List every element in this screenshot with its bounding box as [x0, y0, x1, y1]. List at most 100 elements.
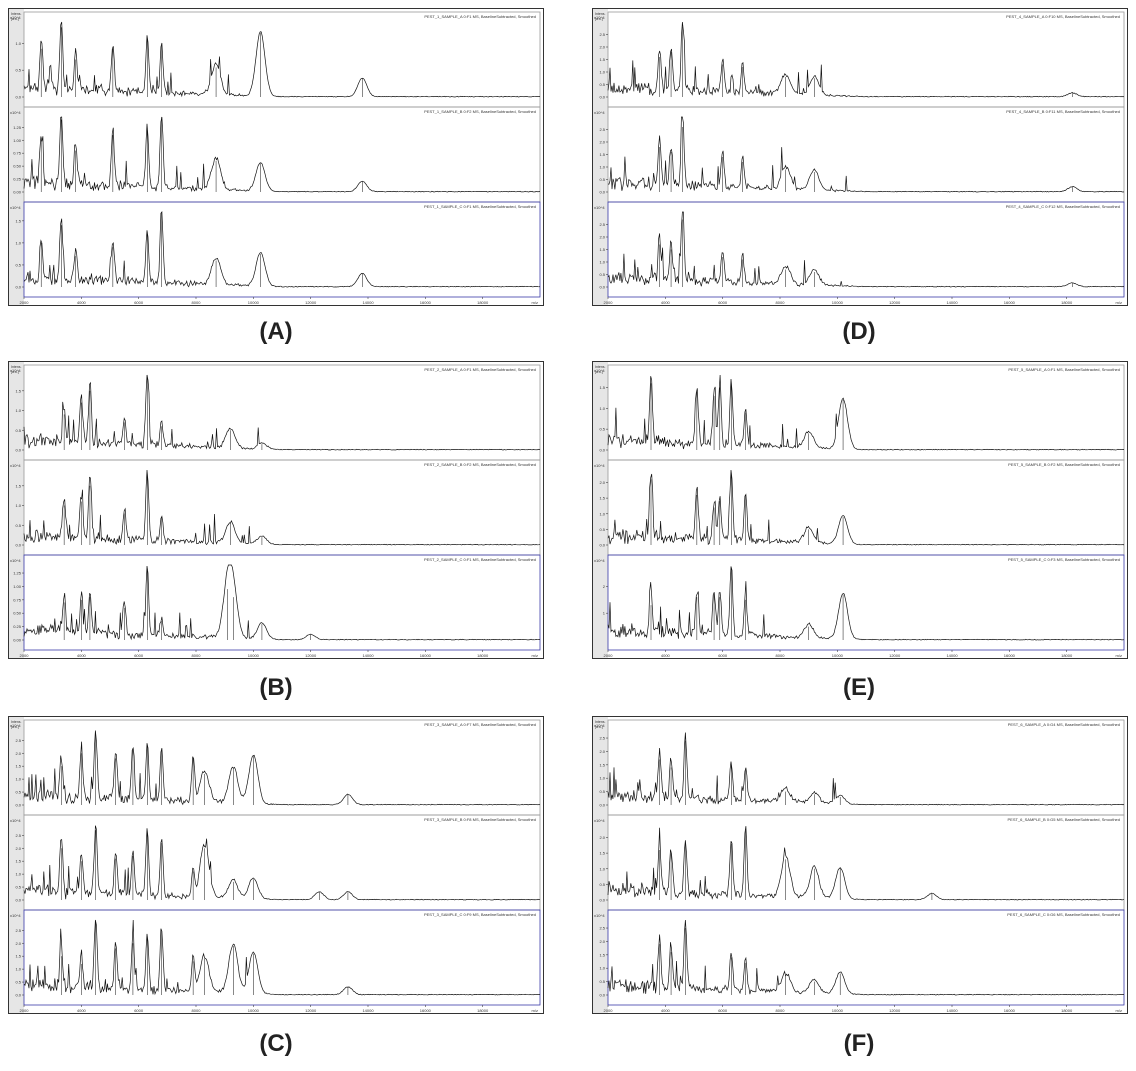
x-tick-label: 16000: [1004, 1008, 1016, 1013]
x-tick-label: 4000: [77, 653, 87, 658]
x-tick-label: 6000: [718, 653, 728, 658]
y-tick-label: 1.0: [599, 260, 605, 265]
y-tick-label: 0.5: [599, 272, 605, 277]
x-tick-label: 6000: [134, 1008, 144, 1013]
spectrum-svg: Intens.[a.u.] PEST_5_SAMPLE_A 0:F1 MS, Ba…: [592, 361, 1128, 659]
y-tick-label: 0.5: [599, 527, 605, 532]
track-title: PEST_2_SAMPLE_B 0:F2 MS, BaselineSubtrac…: [424, 462, 536, 467]
panel-caption-a: (A): [259, 318, 293, 345]
spectrum-line: [607, 826, 1125, 901]
y-tick-label: 0.25: [13, 177, 22, 182]
y-tick-label: 1.5: [599, 496, 605, 501]
y-tick-label: 2.5: [599, 926, 605, 931]
x-tick-label: 16000: [420, 300, 432, 305]
spectrum-svg: Intens.[a.u.] PEST_6_SAMPLE_A 0:G4 MS, Ba…: [592, 716, 1128, 1014]
y-tick-label: 2.5: [599, 32, 605, 37]
spectrum-line: [23, 730, 541, 806]
y-tick-label: 1.5: [599, 851, 605, 856]
x-tick-label: 14000: [362, 300, 374, 305]
x-tick-label: 8000: [776, 1008, 786, 1013]
y-tick-label: 2.0: [15, 846, 21, 851]
track-title: PEST_4_SAMPLE_B 0:F11 MS, BaselineSubtra…: [1006, 109, 1120, 114]
track-frame: [23, 909, 541, 1006]
y-tick-label: 2.5: [599, 222, 605, 227]
track-title: PEST_4_SAMPLE_C 0:F12 MS, BaselineSubtra…: [1006, 204, 1120, 209]
y-tick-label: 0.00: [13, 190, 22, 195]
x-axis-unit-label: m/z: [532, 300, 538, 305]
panel-frame: [8, 361, 544, 659]
track-title: PEST_4_SAMPLE_A 0:F10 MS, BaselineSubtra…: [1006, 14, 1120, 19]
track-scale-label: x10^4: [594, 818, 605, 823]
panel-frame: [8, 8, 544, 306]
y-tick-label: 0.5: [599, 177, 605, 182]
spectrum-line: [607, 469, 1125, 546]
y-tick-label: 1.0: [599, 165, 605, 170]
y-tick-label: 1.0: [599, 966, 605, 971]
y-tick-label: 0.5: [15, 980, 21, 985]
y-tick-label: 1.5: [15, 388, 21, 393]
y-tick-label: 1.5: [15, 483, 21, 488]
x-tick-label: 14000: [946, 1008, 958, 1013]
x-tick-label: 2000: [604, 1008, 614, 1013]
track-scale-label: x10^4: [594, 15, 605, 20]
y-tick-label: 0.5: [599, 882, 605, 887]
track-frame: [607, 554, 1125, 651]
spectrum-panel-b: Intens. [a.u.] PEST_2_SAMPLE_A 0:F1 MS, Ba…: [8, 361, 544, 659]
y-axis-header-text: Intens.: [11, 365, 22, 369]
y-axis-header-text: [a.u.]: [595, 370, 603, 374]
track-title: PEST_3_SAMPLE_C 0:F9 MS, BaselineSubtrac…: [424, 912, 536, 917]
panel-caption-c: (C): [259, 1030, 293, 1057]
x-tick-label: 12000: [305, 300, 317, 305]
spectrum-line: [23, 211, 541, 288]
x-tick-label: 10000: [248, 1008, 260, 1013]
y-tick-label: 0.5: [599, 789, 605, 794]
panel-frame: [8, 716, 544, 1014]
y-axis-header-text: Intens.: [595, 12, 606, 16]
x-tick-label: 14000: [362, 1008, 374, 1013]
x-tick-label: 18000: [1061, 653, 1073, 658]
y-tick-label: 2.0: [15, 941, 21, 946]
y-tick-label: 1.0: [599, 511, 605, 516]
y-axis-gutter: [9, 362, 24, 658]
x-tick-label: 16000: [1004, 653, 1016, 658]
y-tick-label: 1.5: [599, 762, 605, 767]
spectrum-svg: Intens.[a.u.] PEST_1_SAMPLE_A 0:F1 MS, Ba…: [8, 8, 544, 306]
spectrum-panel-d: Intens. [a.u.] PEST_4_SAMPLE_A 0:F10 MS, B…: [592, 8, 1128, 306]
track-title: PEST_6_SAMPLE_C 0:G6 MS, BaselineSubtrac…: [1007, 912, 1120, 917]
spectrum-line: [23, 374, 541, 451]
y-tick-label: 1.0: [15, 41, 21, 46]
y-tick-label: 1.0: [15, 240, 21, 245]
x-tick-label: 10000: [248, 653, 260, 658]
y-tick-label: 0.5: [15, 68, 21, 73]
spectrum-panel-a: Intens. [a.u.] PEST_1_SAMPLE_A 0:F1 MS, Ba…: [8, 8, 544, 306]
y-tick-label: 0.0: [599, 190, 605, 195]
y-tick-label: 0.5: [599, 427, 605, 432]
y-axis-gutter: [593, 717, 608, 1013]
y-tick-label: 0.5: [15, 790, 21, 795]
x-tick-label: 4000: [661, 1008, 671, 1013]
y-tick-label: 1.5: [15, 954, 21, 959]
x-axis-unit-label: m/z: [532, 653, 538, 658]
y-axis-header-text: Intens.: [595, 720, 606, 724]
spectrum-line: [23, 825, 541, 901]
y-tick-label: 0.5: [599, 82, 605, 87]
y-tick-label: 0.5: [15, 428, 21, 433]
spectrum-line: [607, 211, 1125, 288]
x-tick-label: 16000: [420, 653, 432, 658]
x-tick-label: 18000: [477, 653, 489, 658]
spectrum-line: [23, 116, 541, 193]
y-tick-label: 1.25: [13, 125, 22, 130]
track-scale-label: x10^4: [10, 558, 21, 563]
y-tick-label: 2.0: [599, 45, 605, 50]
x-tick-label: 14000: [946, 300, 958, 305]
spectrum-line: [608, 116, 1125, 193]
x-tick-label: 8000: [776, 653, 786, 658]
y-tick-label: 2.0: [599, 235, 605, 240]
x-tick-label: 8000: [776, 300, 786, 305]
y-tick-label: 0.00: [13, 638, 22, 643]
y-tick-label: 1.0: [15, 408, 21, 413]
y-tick-label: 0.0: [599, 285, 605, 290]
spectrum-line: [607, 566, 1125, 641]
y-tick-label: 2.0: [599, 749, 605, 754]
track-title: PEST_5_SAMPLE_B 0:F2 MS, BaselineSubtrac…: [1008, 462, 1120, 467]
